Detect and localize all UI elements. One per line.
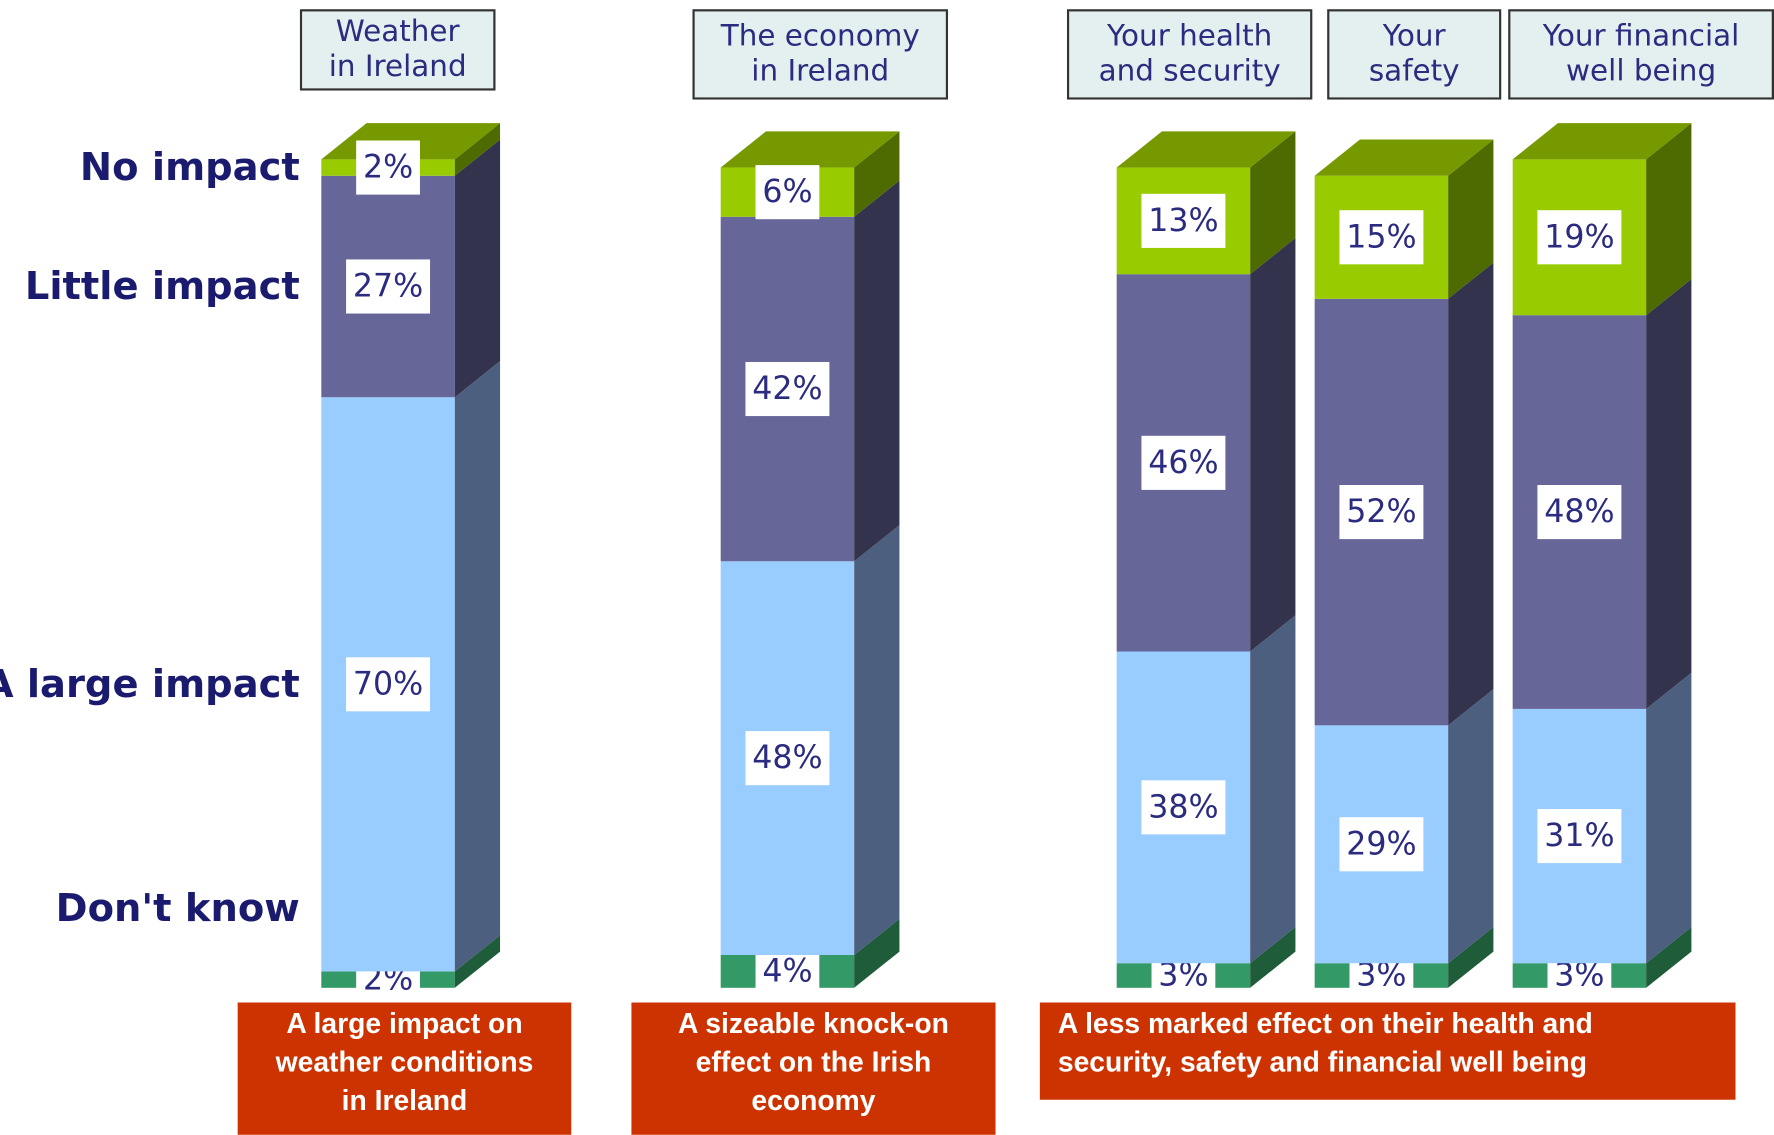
value-label-box bbox=[745, 731, 830, 786]
value-label: 48% bbox=[752, 740, 822, 776]
value-label: 27% bbox=[353, 268, 423, 304]
bar-side bbox=[1448, 689, 1494, 964]
value-label-box bbox=[356, 140, 420, 195]
value-label-box bbox=[1141, 193, 1226, 248]
legend-label: Don't know bbox=[56, 886, 300, 931]
bar-side bbox=[854, 918, 900, 988]
category-header-box: The economy in Ireland bbox=[692, 9, 949, 100]
bar-top bbox=[1116, 131, 1296, 168]
value-label: 4% bbox=[762, 953, 812, 989]
value-label: 46% bbox=[1148, 445, 1218, 481]
value-label: 19% bbox=[1544, 219, 1614, 255]
category-header: Weather in Ireland bbox=[299, 9, 496, 91]
category-header-box: Your safety bbox=[1327, 9, 1502, 100]
value-label: 38% bbox=[1148, 789, 1218, 825]
annotation-box: A less marked effect on their health and… bbox=[1039, 1002, 1736, 1100]
value-label: 48% bbox=[1544, 494, 1614, 530]
value-label: 3% bbox=[1158, 958, 1208, 994]
bar-side bbox=[854, 525, 900, 955]
value-label: 2% bbox=[363, 150, 413, 186]
bar-side bbox=[454, 361, 501, 972]
category-header: Your financial well being bbox=[1508, 9, 1774, 100]
bar-side bbox=[1250, 237, 1296, 652]
value-label: 13% bbox=[1148, 203, 1218, 239]
value-label: 29% bbox=[1346, 826, 1416, 862]
value-label: 52% bbox=[1346, 494, 1416, 530]
bar-side bbox=[854, 180, 900, 562]
value-label-box bbox=[1339, 817, 1424, 872]
category-header-box: Your health and security bbox=[1066, 9, 1313, 100]
value-label: 31% bbox=[1544, 818, 1614, 854]
bar-side bbox=[1646, 278, 1692, 709]
bar-side bbox=[1448, 926, 1494, 988]
bar-top bbox=[1512, 123, 1692, 160]
bar-side bbox=[1250, 131, 1296, 275]
value-label-box bbox=[1537, 485, 1622, 540]
legend-label: A large impact bbox=[0, 662, 300, 707]
value-label-box bbox=[1141, 435, 1226, 490]
value-label: 42% bbox=[752, 371, 822, 407]
bar-side bbox=[1448, 262, 1494, 726]
annotation-box: A large impact on weather conditions in … bbox=[237, 1002, 572, 1135]
category-header: Your health and security bbox=[1066, 9, 1313, 100]
category-header: The economy in Ireland bbox=[692, 9, 949, 100]
value-label-box bbox=[1339, 485, 1424, 540]
bar-side bbox=[1646, 672, 1692, 964]
value-label: 70% bbox=[353, 666, 423, 702]
annotation-box: A sizeable knock-on effect on the Irish … bbox=[631, 1002, 996, 1135]
value-label-box bbox=[346, 259, 431, 314]
legend-label: No impact bbox=[80, 145, 300, 190]
value-label-box bbox=[1537, 809, 1622, 864]
bar-side bbox=[1250, 926, 1296, 988]
value-label: 3% bbox=[1554, 958, 1604, 994]
category-header-box: Weather in Ireland bbox=[299, 9, 496, 91]
annotation: A large impact on weather conditions in … bbox=[237, 1002, 572, 1135]
bar-side bbox=[1646, 926, 1692, 988]
bar-top bbox=[1314, 139, 1494, 176]
value-label-box bbox=[346, 657, 431, 712]
value-label: 3% bbox=[1356, 958, 1406, 994]
value-label: 6% bbox=[762, 174, 812, 210]
value-label: 15% bbox=[1346, 219, 1416, 255]
legend-label: Little impact bbox=[25, 264, 300, 309]
annotation: A sizeable knock-on effect on the Irish … bbox=[631, 1002, 996, 1135]
bar-side bbox=[454, 139, 501, 398]
bar-side bbox=[454, 123, 501, 176]
bar-side bbox=[854, 131, 900, 217]
value-label-box bbox=[1537, 210, 1622, 265]
category-header: Your safety bbox=[1327, 9, 1502, 100]
value-label-box bbox=[1339, 210, 1424, 265]
bar-side bbox=[454, 935, 501, 988]
bar-side bbox=[1448, 139, 1494, 299]
category-header-box: Your financial well being bbox=[1508, 9, 1774, 100]
annotation: A less marked effect on their health and… bbox=[1039, 1002, 1736, 1100]
bar-top bbox=[720, 131, 900, 168]
value-label-box bbox=[755, 165, 820, 220]
value-label-box bbox=[1141, 780, 1226, 835]
value-label-box bbox=[745, 361, 830, 417]
bar-side bbox=[1250, 615, 1296, 964]
bar-side bbox=[1646, 123, 1692, 316]
